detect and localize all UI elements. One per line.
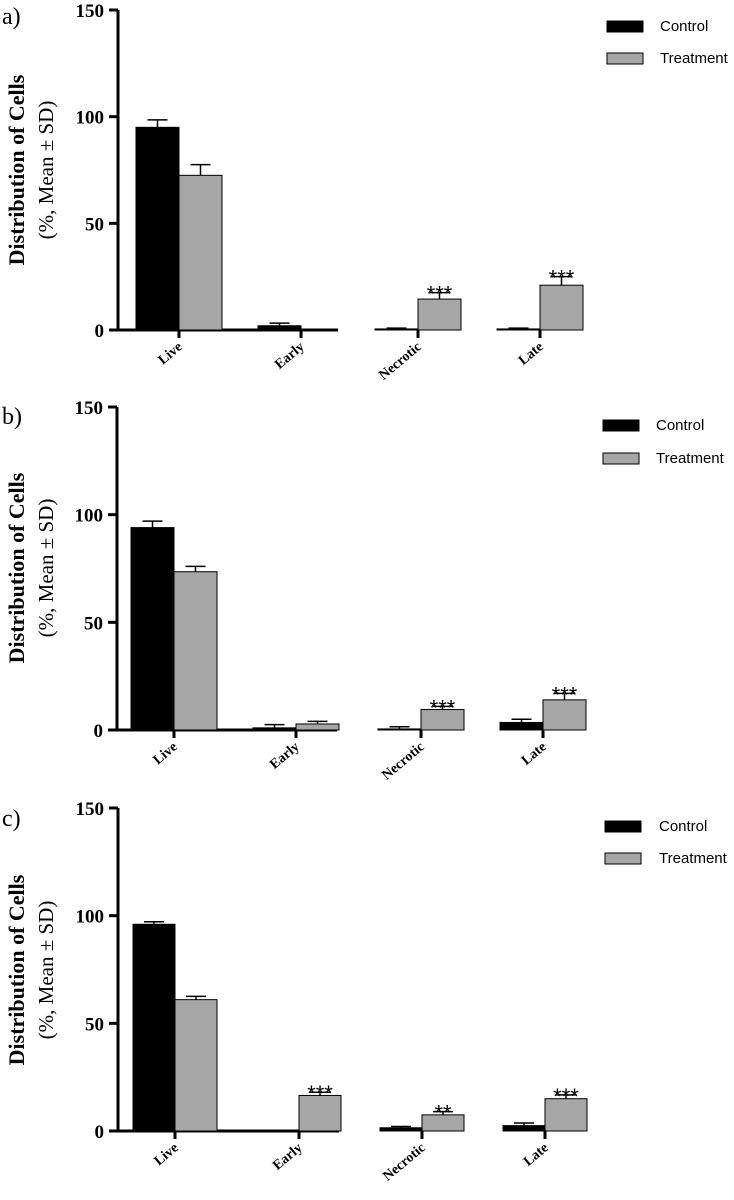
bar-control-late (499, 721, 544, 731)
x-tick-label: Live (151, 740, 181, 768)
bar-control-necrotic (377, 728, 422, 731)
error-bar-control-late (511, 718, 532, 723)
error-bar-treatment-necrotic (432, 705, 453, 710)
legend-label-treatment: Treatment (659, 850, 728, 867)
bar-treatment-late (539, 284, 584, 331)
error-bar-treatment-early (307, 720, 328, 724)
significance-marker: *** (427, 282, 453, 307)
y-tick-label: 0 (94, 721, 104, 742)
error-bar-treatment-late (554, 692, 575, 700)
bar-control-early (252, 727, 297, 731)
bar-control-necrotic (379, 1127, 423, 1132)
panel-label: a) (2, 4, 21, 30)
legend-swatch-control (604, 820, 642, 833)
significance-marker: *** (307, 1081, 333, 1106)
panel-label: c) (2, 806, 21, 832)
y-tick-label: 150 (76, 799, 105, 820)
x-tick-label: Early (267, 740, 302, 773)
x-tick-label: Live (152, 1141, 182, 1169)
error-bar-treatment-live (185, 565, 206, 572)
bar-treatment-live (174, 999, 218, 1132)
error-bar-treatment-early (310, 1091, 330, 1096)
error-bar-control-live (144, 920, 164, 925)
bar-control-early (257, 325, 302, 331)
y-axis-subtitle: (%, Mean ± SD) (34, 901, 58, 1040)
legend-label-treatment: Treatment (656, 450, 725, 467)
significance-marker: ** (434, 1101, 452, 1126)
y-tick-label: 50 (84, 613, 103, 634)
x-tick-label: Early (270, 1141, 305, 1174)
bar-control-late (502, 1125, 546, 1132)
error-bar-treatment-live (190, 163, 211, 176)
legend-swatch-control (602, 419, 640, 432)
bar-treatment-early (295, 723, 340, 731)
bar-treatment-necrotic (417, 298, 462, 331)
error-bar-control-late (514, 1122, 534, 1126)
y-tick-label: 100 (76, 907, 105, 928)
y-tick-label: 50 (85, 1014, 104, 1035)
error-bar-control-live (147, 119, 168, 128)
error-bar-control-early (264, 723, 285, 728)
legend-label-control: Control (656, 417, 704, 434)
y-tick-label: 50 (85, 214, 104, 235)
bar-treatment-late (542, 699, 587, 731)
error-bar-control-necrotic (386, 327, 407, 329)
error-bar-control-necrotic (391, 1125, 411, 1128)
error-bar-control-late (508, 327, 529, 329)
chart-panel-b: b) Distribution of Cells (%, Mean ± SD) 0 50… (2, 398, 725, 783)
bar-control-live (132, 923, 176, 1132)
chart-panel-a: a) Distribution of Cells (%, Mean ± SD) 0 50… (2, 1, 729, 383)
bar-control-live (130, 527, 175, 731)
significance-marker: *** (430, 695, 456, 720)
error-bar-control-early (269, 322, 290, 326)
y-tick-label: 100 (76, 108, 105, 129)
y-axis-subtitle: (%, Mean ± SD) (34, 101, 58, 240)
x-tick-label: Necrotic (380, 1141, 428, 1185)
y-tick-label: 150 (75, 398, 104, 419)
x-tick-label: Late (519, 740, 549, 769)
error-bar-treatment-late (556, 1094, 576, 1099)
legend-swatch-treatment (602, 452, 640, 465)
x-tick-label: Live (156, 340, 186, 368)
x-tick-label: Early (272, 340, 307, 373)
bar-treatment-late (544, 1098, 588, 1132)
bar-treatment-live (178, 174, 223, 331)
y-axis-title: Distribution of Cells (4, 74, 29, 265)
bar-control-late (496, 328, 541, 331)
significance-marker: *** (549, 266, 575, 291)
legend-swatch-treatment (604, 852, 642, 865)
error-bar-control-necrotic (389, 726, 410, 729)
y-axis-title: Distribution of Cells (4, 472, 29, 663)
bar-control-live (135, 126, 180, 331)
legend-label-control: Control (660, 18, 708, 35)
y-tick-label: 0 (95, 1122, 105, 1143)
bar-treatment-early (298, 1094, 342, 1132)
error-bar-treatment-necrotic (429, 291, 450, 300)
error-bar-treatment-late (551, 275, 572, 286)
y-tick-label: 100 (75, 506, 104, 527)
error-bar-treatment-live (186, 995, 206, 1000)
x-tick-label: Late (516, 340, 546, 369)
significance-marker: *** (552, 682, 578, 707)
y-axis-title: Distribution of Cells (4, 874, 29, 1065)
legend-swatch-control (606, 20, 644, 33)
panel-label: b) (2, 404, 22, 430)
bar-treatment-live (173, 571, 218, 731)
legend-swatch-treatment (606, 52, 644, 65)
x-tick-label: Necrotic (379, 740, 427, 784)
bar-control-necrotic (374, 328, 419, 331)
y-tick-label: 150 (76, 1, 105, 22)
error-bar-control-live (142, 520, 163, 528)
y-tick-label: 0 (95, 321, 105, 342)
significance-marker: *** (553, 1084, 579, 1109)
legend-label-treatment: Treatment (660, 50, 729, 67)
y-axis-subtitle: (%, Mean ± SD) (34, 499, 58, 638)
x-tick-label: Necrotic (376, 340, 424, 384)
error-bar-treatment-necrotic (433, 1110, 453, 1115)
chart-panel-c: c) Distribution of Cells (%, Mean ± SD) 0 50… (2, 799, 728, 1184)
x-tick-label: Late (521, 1141, 551, 1170)
legend-label-control: Control (659, 818, 707, 835)
